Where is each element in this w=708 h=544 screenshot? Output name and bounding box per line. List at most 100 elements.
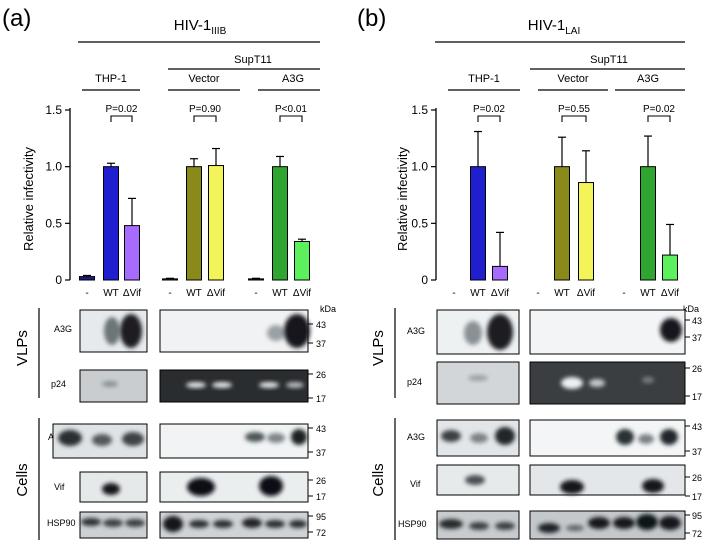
cells-label: Cells [14,463,31,496]
y-tick-label: 0.5 [45,216,62,230]
marker-label: 26 [316,370,326,380]
panel-b: (b) HIV-1LAI SupT11 THP-1 Vector A3G 0 0.… [357,5,702,540]
y-tick-label: 1.5 [411,103,428,117]
significance-bracket [477,115,501,122]
blot-band [465,475,485,485]
blot-box [159,423,309,459]
bar-chart-a: 0 0.5 1.0 1.5 Relative infectivity - WT ΔVif - WT… [21,103,311,299]
blot-box [436,361,520,405]
blot-band [464,321,482,345]
bar [492,265,508,281]
supt11-label: SupT11 [590,54,628,66]
bar [554,166,570,281]
bar [294,240,310,281]
bar [662,254,678,281]
bar [79,276,95,281]
marker-label: 43 [316,424,326,434]
blot-box [79,471,148,503]
blot-band [439,519,463,529]
y-axis-label: Relative infectivity [21,146,36,251]
group-label-thp1: THP-1 [468,73,500,85]
panel-letter: (a) [2,5,31,32]
blot-box [529,361,686,405]
blot-row-label: HSP90 [398,519,427,529]
x-tick-label: ΔVif [577,288,595,299]
blot-band [291,429,307,445]
blot-band [469,522,489,530]
blot-row-label: Vif [410,479,421,489]
blot-band [245,432,265,442]
blot-box [79,369,148,403]
blot-row-label: A3G [407,326,425,336]
blot-band [103,519,123,527]
group-label-thp1: THP-1 [95,73,127,85]
blot-box [159,471,309,503]
blot-band [259,476,283,496]
bar [124,225,140,281]
marker-label: 37 [692,447,702,457]
blot-band [284,314,310,348]
marker-label: 37 [316,339,326,349]
blot-band [267,433,285,443]
blot-band [566,525,584,531]
blot-band [487,314,513,350]
blot-band [642,479,664,493]
blot-band [495,427,515,445]
x-tick-label: - [452,288,455,299]
x-tick-label: WT [554,288,570,299]
cells-label: Cells [370,463,387,496]
panel-a: (a) HIV-1IIIB SupT11 THP-1 Vector A3G 00… [2,5,336,540]
x-tick-label: WT [470,288,486,299]
significance-bracket [193,115,217,122]
blot-row-label: HSP90 [47,518,76,528]
blot-row-label: p24 [51,379,66,389]
p-value-label: P=0.90 [189,104,221,115]
bar [578,182,594,281]
significance-bracket [110,115,133,122]
kda-label: kDa [320,304,336,314]
marker-label: 95 [692,511,702,521]
blot-box [529,464,686,496]
x-tick-label: ΔVif [123,288,141,299]
blot-band [659,516,681,530]
blot-band [538,523,560,533]
blot-box [529,419,686,457]
marker-label: 43 [692,422,702,432]
blot-band [561,377,583,389]
strain-prefix: HIV-1 [528,17,566,34]
marker-label: 17 [316,492,326,502]
marker-label: 43 [692,316,702,326]
blot-band [660,429,678,445]
p-value-label: P=0.55 [558,104,590,115]
bar [470,166,486,281]
blot-band [104,317,120,345]
y-axis-label: Relative infectivity [395,146,410,251]
marker-label: 43 [316,320,326,330]
blot-band [560,480,584,494]
blot-band [441,430,461,442]
blot-band [470,433,488,443]
bar [248,278,264,281]
blot-row-label: Vif [54,482,65,492]
blot-band [189,520,209,528]
blot-box [159,369,309,403]
bar [640,166,656,281]
blot-band [259,382,279,388]
marker-label: 17 [316,394,326,404]
blot-band [125,519,145,527]
marker-label: 72 [316,528,326,538]
x-tick-label: ΔVif [293,288,311,299]
blot-band [286,382,304,388]
strain-subscript: LAI [565,26,580,37]
bar [103,166,119,281]
strain-title: HIV-1IIIB [174,17,227,37]
blot-band [616,429,634,445]
group-label-a3g: A3G [637,73,659,85]
x-tick-label: ΔVif [491,288,509,299]
kda-label: kDa [683,304,699,314]
group-label-vector: Vector [557,73,589,85]
blot-band [242,518,262,528]
bar [162,278,178,281]
marker-label: 17 [692,392,702,402]
